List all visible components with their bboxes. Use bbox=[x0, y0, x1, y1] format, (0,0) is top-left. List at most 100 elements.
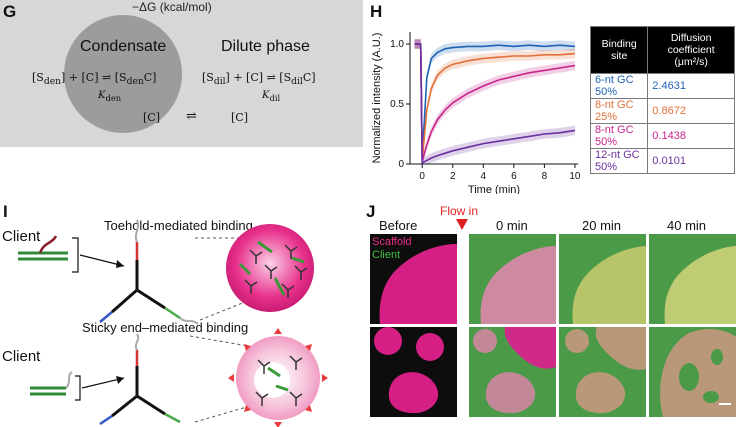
condensate-equation: [Sden] + [C] ⇌ [SdenC] bbox=[32, 71, 156, 87]
series-line bbox=[414, 43, 576, 165]
client-strands-bottom bbox=[267, 366, 289, 392]
panel-label-g: G bbox=[3, 2, 17, 21]
micrograph-0min-1 bbox=[469, 234, 556, 324]
scaffold-legend: Scaffold bbox=[372, 236, 412, 248]
scaffold-network-top bbox=[244, 244, 308, 298]
scaffold-network-bottom bbox=[255, 355, 303, 406]
x-tick-label: 2 bbox=[450, 171, 456, 182]
diffusion-table: Binding site Diffusion coefficient (μm²/… bbox=[589, 26, 735, 174]
eq-den-right-end: C] bbox=[143, 71, 157, 84]
client-label-bottom: Client bbox=[2, 348, 41, 365]
panel-i-schematic bbox=[18, 219, 328, 427]
table-cell-site: 6-nt GC 50% bbox=[589, 73, 649, 99]
eq-dil-sub: dil bbox=[213, 76, 226, 88]
series-band bbox=[414, 39, 575, 165]
micrograph-40min-1 bbox=[649, 234, 736, 324]
flow-in-label: Flow in bbox=[440, 204, 479, 218]
h-chart: 0 2 4 6 8 10 0 0.5 1.0 Time (min) Normalized inten… bbox=[371, 32, 581, 194]
dashed-guide bbox=[189, 335, 249, 347]
exchange-arrows: ⇌ bbox=[186, 109, 197, 124]
micrograph-40min-2 bbox=[649, 327, 736, 417]
dilute-equation: [Sdil] + [C] ⇌ [SdilC] bbox=[202, 71, 316, 87]
equilibrium-arrows: ⇌ bbox=[266, 71, 276, 84]
client-duplex-top bbox=[18, 235, 68, 261]
eq-dil-mid: ] + [C] bbox=[225, 71, 264, 84]
before-label: Before bbox=[379, 218, 418, 233]
y-tick-label: 0 bbox=[398, 159, 404, 170]
k-dil-label: Kdil bbox=[262, 90, 281, 103]
sticky-end-title: Sticky end–mediated binding bbox=[82, 320, 249, 335]
k-den-label: Kden bbox=[98, 90, 122, 103]
micrograph-before-2 bbox=[370, 327, 457, 417]
t40-label: 40 min bbox=[667, 218, 707, 233]
bracket-top bbox=[72, 237, 79, 273]
dilute-phase-label: Dilute phase bbox=[221, 38, 310, 55]
micrograph-0min-2 bbox=[469, 327, 556, 417]
table-cell-value: 0.1438 bbox=[647, 123, 735, 149]
eq-den-sub: den bbox=[43, 76, 62, 88]
x-tick-label: 6 bbox=[511, 171, 517, 182]
client-legend: Client bbox=[372, 249, 401, 261]
panel-label-h: H bbox=[370, 2, 383, 21]
eq-den-right: [S bbox=[114, 71, 127, 84]
c-right-label: [C] bbox=[231, 111, 248, 124]
eq-dil-right-end: C] bbox=[302, 71, 316, 84]
dashed-guide bbox=[199, 299, 251, 321]
eq-den-mid: ] + [C] bbox=[61, 71, 99, 84]
panel-label-i: I bbox=[3, 202, 8, 221]
table-cell-value: 2.4631 bbox=[647, 73, 735, 99]
table-cell-site: 8-nt GC 25% bbox=[589, 98, 649, 124]
series-line bbox=[414, 43, 576, 162]
series-line bbox=[414, 43, 576, 161]
t0-label: 0 min bbox=[496, 218, 528, 233]
flow-in-triangle bbox=[456, 219, 468, 230]
table-row: 6-nt GC 50% 2.4631 bbox=[589, 73, 735, 99]
eq-dil-left: [S bbox=[202, 71, 214, 84]
table-header-site: Binding site bbox=[589, 26, 649, 74]
y-scaffold-top bbox=[99, 219, 199, 325]
expansion-arrows bbox=[228, 328, 328, 427]
micrograph-20min-2 bbox=[559, 327, 646, 417]
scale-bar bbox=[719, 403, 731, 405]
dashed-guide bbox=[194, 405, 251, 423]
series-band bbox=[414, 39, 575, 165]
toehold-title: Toehold-mediated binding bbox=[104, 218, 253, 233]
table-cell-value: 0.0101 bbox=[647, 148, 735, 174]
condensate-bright bbox=[226, 224, 314, 312]
table-row: 8-nt GC 50% 0.1438 bbox=[589, 123, 735, 149]
eq-den-right-sub: den bbox=[126, 76, 144, 88]
top-axis-label-fragment: −ΔG (kcal/mol) bbox=[132, 0, 212, 14]
micrograph-20min-1 bbox=[559, 234, 646, 324]
client-duplex-bottom bbox=[30, 371, 73, 396]
table-row: 12-nt GC 50% 0.0101 bbox=[589, 148, 735, 174]
x-tick-label: 8 bbox=[542, 171, 548, 182]
table-cell-value: 0.8672 bbox=[647, 98, 735, 124]
series-band bbox=[414, 39, 575, 165]
x-tick-label: 10 bbox=[569, 171, 581, 182]
y-scaffold-bottom bbox=[99, 333, 181, 426]
y-tick-label: 0.5 bbox=[390, 99, 404, 110]
vacuole bbox=[254, 362, 290, 398]
bracket-bottom bbox=[75, 375, 81, 401]
table-row: 8-nt GC 25% 0.8672 bbox=[589, 98, 735, 124]
series-line bbox=[414, 43, 576, 159]
y-tick-label: 1.0 bbox=[390, 39, 404, 50]
t20-label: 20 min bbox=[582, 218, 622, 233]
table-cell-site: 8-nt GC 50% bbox=[589, 123, 649, 149]
arrowhead-bottom bbox=[116, 376, 124, 384]
equilibrium-arrows: ⇌ bbox=[102, 71, 112, 84]
arrowhead-top bbox=[116, 260, 124, 268]
eq-dil-right-sub: dil bbox=[291, 76, 303, 88]
eq-dil-right: [S bbox=[279, 71, 292, 84]
client-strands-top bbox=[238, 240, 305, 296]
x-tick-label: 4 bbox=[481, 171, 487, 182]
condensate-label: Condensate bbox=[80, 38, 167, 55]
panel-g-schematic: Condensate Dilute phase [Sden] + [C] ⇌ [… bbox=[0, 0, 363, 147]
condensate-circle bbox=[64, 15, 182, 133]
table-cell-site: 12-nt GC 50% bbox=[589, 148, 649, 174]
panel-label-j: J bbox=[366, 202, 376, 221]
client-label-top: Client bbox=[2, 228, 41, 245]
micrograph-before-1 bbox=[370, 234, 457, 324]
table-header-diffusion: Diffusion coefficient (μm²/s) bbox=[647, 26, 735, 74]
c-left-label: [C] bbox=[143, 111, 160, 124]
